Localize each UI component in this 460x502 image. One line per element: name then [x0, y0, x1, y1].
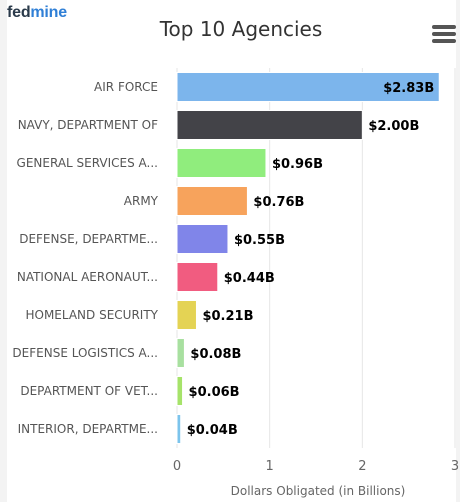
value-label: $0.96B — [272, 157, 323, 172]
bar-4[interactable] — [176, 224, 229, 254]
chart-title: Top 10 Agencies — [159, 17, 323, 41]
category-label: AIR FORCE — [94, 80, 158, 94]
value-label: $0.06B — [189, 385, 240, 400]
value-label: $2.83B — [383, 81, 434, 96]
category-label: ARMY — [124, 194, 159, 208]
bar-2[interactable] — [176, 148, 267, 178]
category-label: DEPARTMENT OF VET... — [20, 384, 158, 398]
bar-6[interactable] — [176, 300, 197, 330]
value-label: $2.00B — [368, 119, 419, 134]
x-tick-label: 1 — [266, 459, 274, 474]
value-label: $0.44B — [224, 271, 275, 286]
bars — [176, 72, 440, 444]
category-label: DEFENSE LOGISTICS A... — [12, 346, 158, 360]
value-label: $0.55B — [234, 233, 285, 248]
x-tick-labels: 0 1 2 3 — [173, 459, 459, 474]
value-label: $0.08B — [190, 347, 241, 362]
category-label: INTERIOR, DEPARTME... — [18, 422, 158, 436]
x-tick-label: 0 — [173, 459, 181, 474]
bar-9[interactable] — [176, 414, 182, 444]
fedmine-logo: fedmine — [7, 4, 67, 22]
x-axis-label: Dollars Obligated (in Billions) — [231, 484, 406, 498]
hamburger-icon-line — [432, 39, 456, 43]
bar-7[interactable] — [176, 338, 185, 368]
category-label: NATIONAL AERONAUT... — [17, 270, 158, 284]
bar-0[interactable] — [176, 72, 440, 102]
category-label: NAVY, DEPARTMENT OF — [18, 118, 158, 132]
bar-1[interactable] — [176, 110, 363, 140]
logo-part-fed: fed — [7, 4, 31, 21]
left-edge — [0, 0, 7, 502]
value-label: $0.21B — [202, 309, 253, 324]
value-labels: $2.83B $2.00B $0.96B $0.76B $0.55B $0.44B $0.2… — [187, 81, 435, 438]
x-tick-label: 2 — [358, 459, 366, 474]
x-tick-label: 3 — [451, 459, 459, 474]
category-labels: AIR FORCE NAVY, DEPARTMENT OF GENERAL SERV… — [12, 80, 158, 436]
category-label: GENERAL SERVICES A... — [17, 156, 158, 170]
category-label: HOMELAND SECURITY — [25, 308, 158, 322]
bar-8[interactable] — [176, 376, 184, 406]
hamburger-icon — [432, 25, 456, 29]
bar-3[interactable] — [176, 186, 248, 216]
chart-menu-button[interactable] — [432, 25, 456, 45]
category-label: DEFENSE, DEPARTME... — [19, 232, 158, 246]
hamburger-icon-line — [432, 32, 456, 36]
value-label: $0.04B — [187, 423, 238, 438]
right-edge — [456, 0, 460, 502]
bar-5[interactable] — [176, 262, 219, 292]
logo-part-mine: mine — [30, 4, 67, 21]
value-label: $0.76B — [253, 195, 304, 210]
